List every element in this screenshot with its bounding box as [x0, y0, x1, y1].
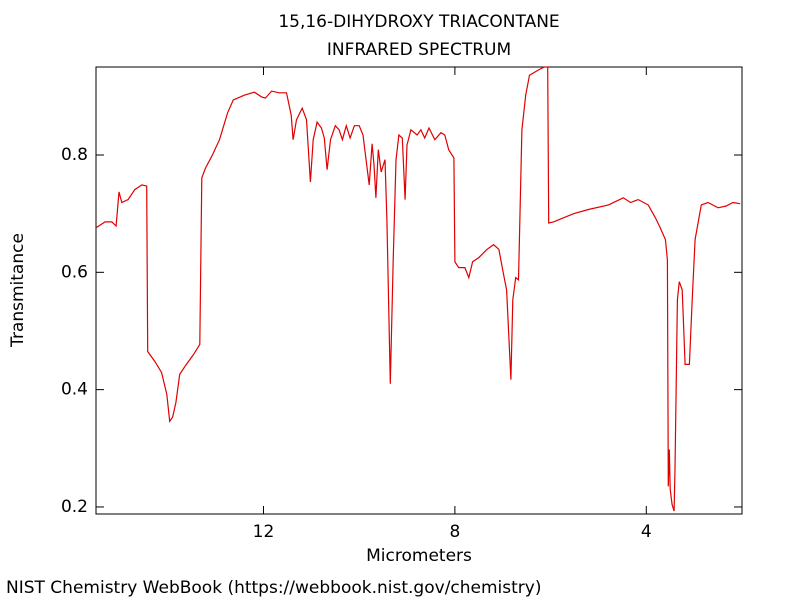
x-axis-label: Micrometers [366, 546, 472, 566]
y-axis-label: Transmitance [8, 233, 28, 348]
source-note: NIST Chemistry WebBook (https://webbook.… [6, 578, 541, 598]
spectrum-line [95, 66, 741, 512]
y-tick-label: 0.4 [61, 380, 88, 400]
y-tick-label: 0.8 [61, 145, 88, 165]
x-tick-label: 12 [253, 522, 275, 542]
y-tick-label: 0.6 [61, 262, 88, 282]
plot-frame [95, 66, 743, 515]
chart-title: 15,16-DIHYDROXY TRIACONTANE [278, 12, 559, 32]
x-tick-label: 4 [641, 522, 652, 542]
chart-subtitle: INFRARED SPECTRUM [327, 40, 511, 60]
y-tick-label: 0.2 [61, 497, 88, 517]
x-tick-label: 8 [449, 522, 460, 542]
